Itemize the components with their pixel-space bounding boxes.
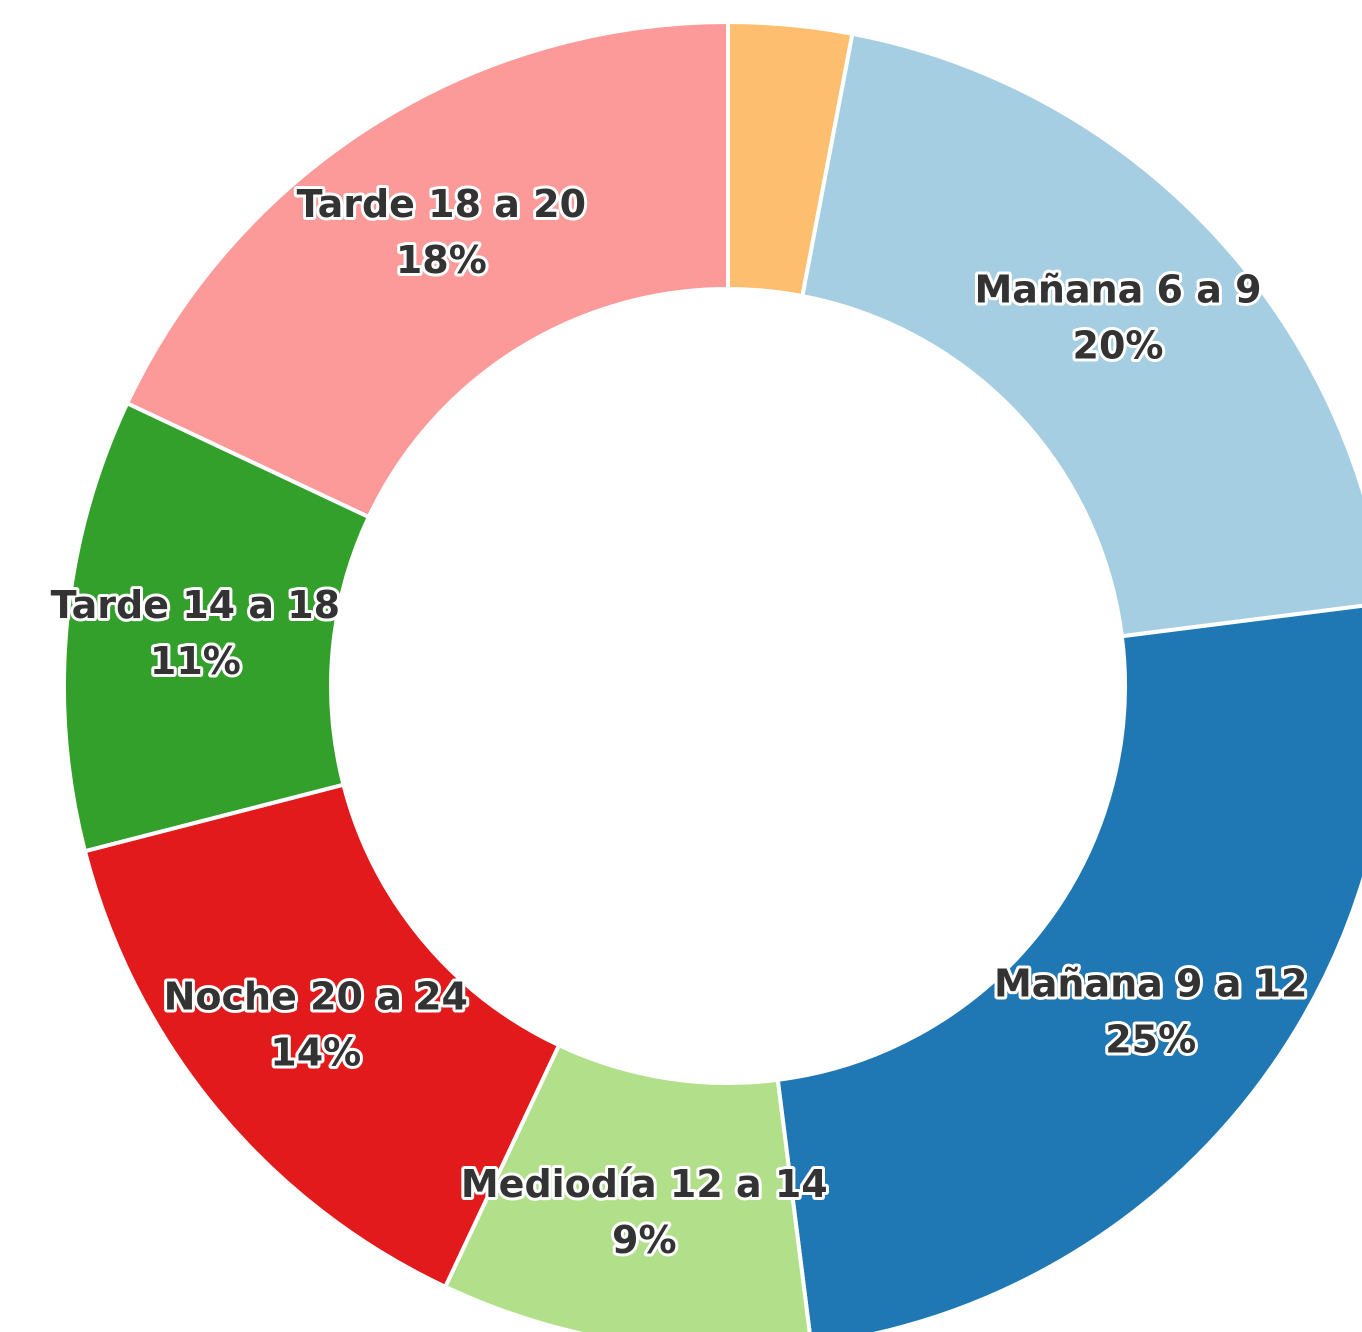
- donut-slice: [82, 782, 562, 1290]
- slice-label: Tarde 14 a 18: [51, 583, 340, 627]
- donut-slice: [62, 400, 372, 854]
- slice-label: Mañana 6 a 9: [974, 267, 1261, 311]
- slice-value-label: 11%: [150, 639, 241, 683]
- slice-label: Mediodía 12 a 14: [461, 1162, 828, 1206]
- slice-label: Tarde 18 a 20: [297, 182, 586, 226]
- slice-value-label: 18%: [396, 238, 487, 282]
- slice-value-label: 20%: [1073, 323, 1164, 367]
- slice-label: Mañana 9 a 12: [994, 961, 1308, 1005]
- slice-value-label: 25%: [1105, 1017, 1196, 1061]
- donut-slice: [124, 19, 730, 520]
- donut-slice: [775, 603, 1362, 1332]
- slice-value-label: 14%: [270, 1031, 361, 1075]
- donut-slice: [800, 31, 1362, 639]
- slice-value-label: 9%: [612, 1218, 677, 1262]
- slice-label: Noche 20 a 24: [164, 975, 468, 1019]
